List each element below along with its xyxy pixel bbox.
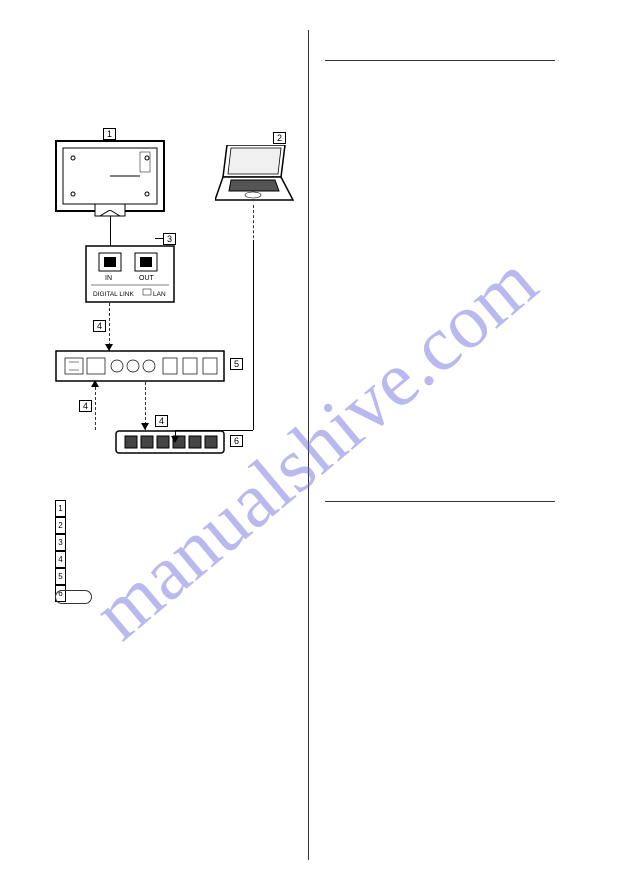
column-divider bbox=[308, 30, 309, 860]
callout-6: 6 bbox=[230, 435, 243, 447]
legend-item-5: 5 bbox=[55, 568, 70, 585]
terminal-label-text: DIGITAL LINK bbox=[93, 291, 134, 298]
right-section-rule-bottom bbox=[325, 501, 555, 502]
cable-laptop-h bbox=[175, 430, 253, 431]
callout-4a: 4 bbox=[93, 320, 106, 332]
connection-diagram: 1 2 IN OUT bbox=[55, 140, 300, 510]
callout-1: 1 bbox=[103, 128, 116, 140]
transmitter-illustration bbox=[55, 350, 225, 382]
cable-b-arrow-up bbox=[91, 380, 99, 387]
svg-text:IN: IN bbox=[105, 275, 112, 282]
cable-b bbox=[95, 382, 96, 430]
left-column: 1 2 IN OUT bbox=[55, 140, 300, 510]
cable-c-arrow bbox=[141, 423, 149, 430]
legend-item-3: 3 bbox=[55, 534, 70, 551]
lead-3 bbox=[155, 238, 163, 239]
laptop-illustration bbox=[215, 145, 295, 210]
lead-triangle bbox=[100, 210, 140, 250]
callout-4b: 4 bbox=[79, 400, 92, 412]
callout-2: 2 bbox=[273, 132, 286, 144]
svg-text:OUT: OUT bbox=[139, 275, 155, 282]
cable-laptop-solid bbox=[253, 240, 254, 430]
right-section-rule-top bbox=[325, 60, 555, 61]
callout-5: 5 bbox=[230, 358, 243, 370]
svg-text:LAN: LAN bbox=[153, 291, 166, 298]
right-column bbox=[325, 60, 575, 502]
legend-item-2: 2 bbox=[55, 517, 70, 534]
terminal-panel-illustration: IN OUT DIGITAL LINK LAN bbox=[85, 245, 175, 303]
callout-4c: 4 bbox=[155, 415, 168, 427]
legend-item-1: 1 bbox=[55, 500, 70, 517]
legend-item-4: 4 bbox=[55, 551, 70, 568]
legend-list: 1 2 3 4 5 6 bbox=[55, 500, 70, 602]
note-box bbox=[55, 590, 92, 604]
page-container: manualshive.com 1 bbox=[0, 0, 629, 893]
callout-3: 3 bbox=[163, 233, 176, 245]
cable-laptop-arrow bbox=[171, 436, 179, 443]
